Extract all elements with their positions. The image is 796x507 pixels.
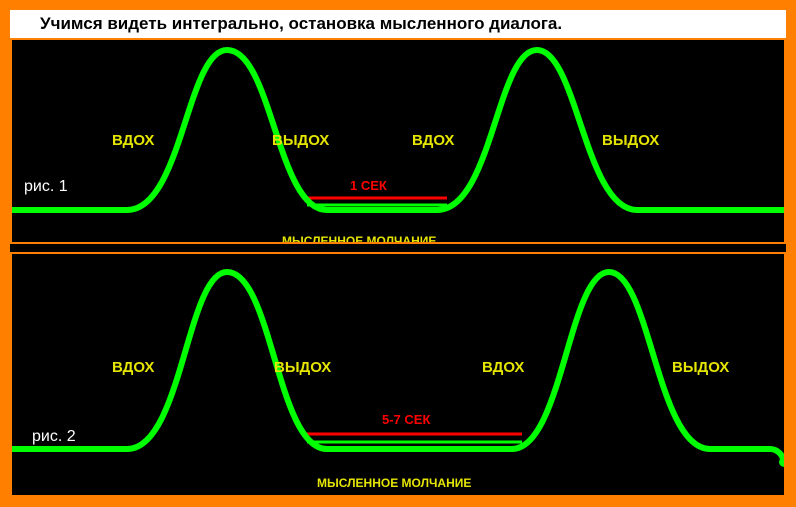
label-inhale-2a: ВДОХ [112,359,154,376]
label-silence-2: МЫСЛЕННОЕ МОЛЧАНИЕ [317,476,471,490]
title-bar: Учимся видеть интегрально, остановка мыс… [10,10,786,38]
panel-1: ВДОХ ВЫДОХ ВДОХ ВЫДОХ 1 СЕК МЫСЛЕННОЕ МО… [10,38,786,244]
label-duration-2: 5-7 СЕК [382,412,430,427]
figure-label-1: рис. 1 [24,178,68,196]
diagram-frame: Учимся видеть интегрально, остановка мыс… [0,0,796,507]
label-exhale-2a: ВЫДОХ [274,359,331,376]
label-silence-1: МЫСЛЕННОЕ МОЛЧАНИЕ [282,234,436,244]
label-duration-1: 1 СЕК [350,178,387,193]
figure-label-2: рис. 2 [32,428,76,446]
title-text: Учимся видеть интегрально, остановка мыс… [40,14,562,34]
panel-2: ВДОХ ВЫДОХ ВДОХ ВЫДОХ 5-7 СЕК МЫСЛЕННОЕ … [10,252,786,497]
label-inhale-2b: ВДОХ [482,359,524,376]
label-exhale-1b: ВЫДОХ [602,132,659,149]
label-exhale-1a: ВЫДОХ [272,132,329,149]
label-inhale-1a: ВДОХ [112,132,154,149]
label-exhale-2b: ВЫДОХ [672,359,729,376]
label-inhale-1b: ВДОХ [412,132,454,149]
